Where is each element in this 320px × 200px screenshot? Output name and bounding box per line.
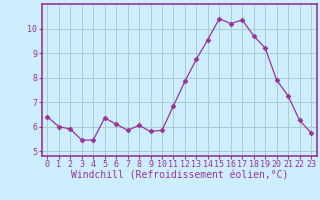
- X-axis label: Windchill (Refroidissement éolien,°C): Windchill (Refroidissement éolien,°C): [70, 171, 288, 181]
